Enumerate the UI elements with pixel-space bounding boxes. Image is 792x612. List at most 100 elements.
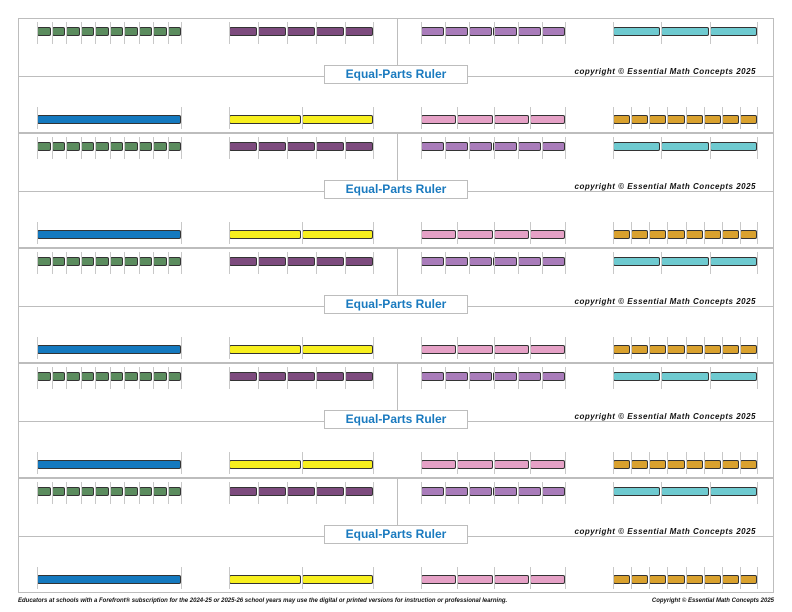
ruler-fifths-purple [229,27,373,36]
ruler-tick [316,22,317,44]
ruler-tick [667,567,669,589]
ruler-tick [316,367,317,389]
ruler-tick [373,367,374,389]
ruler-tick [757,482,758,504]
ruler-tick [661,22,663,44]
ruler-tick [565,567,566,589]
ruler-tick [258,482,259,504]
ruler-segment [287,142,315,151]
ruler-segment [124,487,138,496]
ruler-tick [37,367,38,389]
ruler-segment [445,27,469,36]
ruler-tick [95,22,96,44]
ruler-segment [649,575,667,584]
ruler-segment [287,372,315,381]
ruler-tick [457,222,459,244]
ruler-tick [124,137,125,159]
ruler-segment [37,575,181,584]
ruler-tick [229,482,230,504]
ruler-tick [373,567,374,589]
ruler-segment [421,230,457,239]
ruler-tick [181,567,182,589]
ruler-tick [229,222,230,244]
ruler-segment [124,372,138,381]
ruler-segment [469,27,493,36]
ruler-tick [517,482,519,504]
ruler-segment [667,460,685,469]
ruler-eighths-green [37,142,181,151]
ruler-segment [541,372,565,381]
ruler-tick [757,137,758,159]
ruler-sixths-lavender [421,372,565,381]
ruler-tick [181,452,182,474]
ruler-tick [565,222,566,244]
ruler-segment [493,27,517,36]
ruler-segment [51,142,65,151]
ruler-segment [66,487,80,496]
ruler-tick [493,222,495,244]
ruler-segment [138,372,152,381]
ruler-tick [493,137,495,159]
ruler-segment [80,27,94,36]
ruler-segment [258,142,286,151]
ruler-segment [153,257,167,266]
ruler-tick [739,567,741,589]
ruler-segment [37,487,51,496]
ruler-segment [316,257,344,266]
ruler-segment [229,142,257,151]
ruler-tick [229,22,230,44]
strip-copyright: copyright © Essential Math Concepts 2025 [574,67,756,76]
ruler-segment [124,257,138,266]
ruler-tick [37,22,38,44]
ruler-segment [709,372,757,381]
ruler-tick [66,367,67,389]
ruler-tick [167,137,169,159]
ruler-tick [301,452,303,474]
ruler-tick [493,567,495,589]
ruler-segment [258,487,286,496]
ruler-tick [181,107,182,129]
ruler-segment [661,27,709,36]
ruler-tick [421,567,422,589]
ruler-tick [66,137,67,159]
ruler-tick [667,222,669,244]
ruler-fifths-purple [229,142,373,151]
ruler-tick [613,222,614,244]
ruler-tick [703,567,705,589]
ruler-segment [541,487,565,496]
ruler-segment [229,27,257,36]
ruler-segment [517,27,541,36]
ruler-segment [613,460,631,469]
ruler-segment [66,142,80,151]
ruler-tick [421,137,422,159]
ruler-tick [66,22,67,44]
ruler-segment [739,345,757,354]
ruler-tick [685,337,687,359]
ruler-tick [51,367,53,389]
footer-license-note: Educators at schools with a Forefront® s… [18,598,508,604]
ruler-tick [613,252,614,274]
ruler-tick [373,452,374,474]
ruler-segment [51,487,65,496]
ruler-segment [37,115,181,124]
ruler-title: Equal-Parts Ruler [324,525,468,544]
ruler-tick [373,137,374,159]
ruler-segment [685,115,703,124]
ruler-segment [739,115,757,124]
ruler-tick [493,252,495,274]
ruler-segment [301,575,373,584]
ruler-tick [229,452,230,474]
ruler-tick [316,137,317,159]
ruler-segment [287,487,315,496]
ruler-segment [301,345,373,354]
ruler-tick [457,452,459,474]
ruler-tick [445,22,447,44]
ruler-tick [541,482,543,504]
ruler-tick [421,452,422,474]
ruler-whole-blue [37,460,181,469]
ruler-tick [661,367,663,389]
ruler-tick [685,107,687,129]
ruler-segment [109,487,123,496]
ruler-segment [229,257,257,266]
ruler-tick [649,107,651,129]
